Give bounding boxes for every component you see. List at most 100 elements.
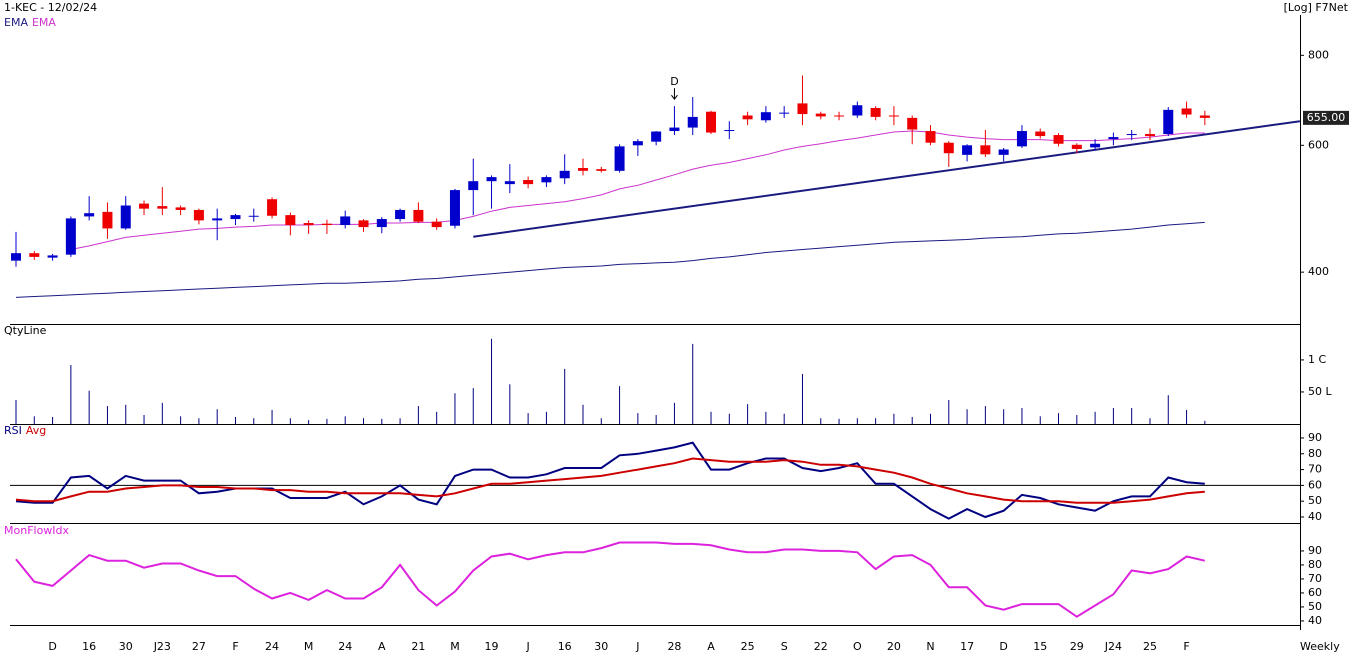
x-tick-label: D [999,640,1007,653]
x-tick-label: 25 [741,640,755,653]
x-tick-label: M [304,640,314,653]
candle-body [907,117,918,130]
candle-body [998,149,1009,155]
x-tick-label: A [378,640,386,653]
candle-body [248,215,259,217]
candle-body [1181,108,1192,115]
candle-body [815,113,826,117]
candle-body [504,181,515,185]
line-series [15,541,1206,618]
candle-body [742,115,753,120]
x-tick-label: 24 [338,640,352,653]
line-series [70,130,1205,250]
candle-body [212,218,223,221]
candle-body [65,218,76,255]
x-tick-label: 20 [887,640,901,653]
candle-body [980,145,991,155]
candle-body [797,103,808,115]
x-tick-label: S [781,640,788,653]
legend-entry: MonFlowIdx [4,524,70,537]
x-tick-label: 17 [960,640,974,653]
candle-body [321,223,332,226]
candle-body [340,216,351,226]
x-tick-label: F [1183,640,1189,653]
candle-body [303,223,314,226]
candle-body [614,146,625,171]
candle-body [1199,115,1210,118]
panel-title: QtyLine [4,324,47,337]
x-tick-label: N [926,640,934,653]
candle-body [486,177,497,182]
candle-body [943,142,954,154]
candle-body [413,209,424,222]
x-tick-label: 30 [594,640,608,653]
candle-body [1144,134,1155,137]
x-tick-label: 16 [558,640,572,653]
x-tick-label: 29 [1070,640,1084,653]
frame [10,15,1301,630]
last-price-box [1303,110,1349,125]
candle-body [1090,143,1101,148]
y-tick-label: 50 [1308,494,1322,507]
candle-body [1126,134,1137,136]
trendline [473,120,1301,238]
candle-body [706,111,717,133]
x-axis-label: Weekly [1300,640,1340,653]
y-tick-label: 800 [1308,48,1329,61]
candle-body [1016,131,1027,147]
legend-entry: RSI [4,424,22,437]
candle-body [724,130,735,132]
candle-body [285,215,296,226]
x-tick-label: 15 [1033,640,1047,653]
y-tick-label: 600 [1308,138,1329,151]
candle-body [120,205,131,229]
x-tick-label: F [232,640,238,653]
candle-body [267,199,278,216]
annotation-arrow [671,88,678,100]
y-tick-label: 50 L [1308,385,1332,398]
line-series [15,221,1205,298]
panel-title: RSI Avg [4,424,46,437]
candle-body [779,112,790,114]
y-tick-label: 60 [1308,478,1322,491]
candle-body [139,203,150,209]
candle-body [888,115,899,117]
candle-body [1108,137,1119,140]
candle-body [230,215,241,220]
candle-body [632,141,643,146]
candle-body [523,180,534,185]
y-tick-label: 50 [1308,600,1322,613]
line-series [15,441,1205,520]
y-tick-label: 90 [1308,431,1322,444]
candle-body [760,112,771,121]
x-tick-label: 22 [814,640,828,653]
candle-body [1071,144,1082,149]
x-tick-label: 27 [192,640,206,653]
candle-body [84,213,95,217]
candle-body [651,131,662,142]
x-tick-label: 30 [119,640,133,653]
candle-body [376,219,387,228]
x-tick-label: J [635,640,639,653]
x-tick-label: J24 [1104,640,1122,653]
candle-body [596,169,607,171]
x-tick-label: 25 [1143,640,1157,653]
x-tick-label: 16 [82,640,96,653]
candle-body [358,220,369,228]
candle-body [852,105,863,116]
candle-body [468,181,479,191]
annotation: D [670,75,678,88]
x-tick-label: 28 [667,640,681,653]
panel-title: MonFlowIdx [4,524,70,537]
x-tick-label: M [450,640,460,653]
legend-entry: EMA [32,16,56,29]
candle-body [541,177,552,183]
candle-body [1163,109,1174,135]
x-tick-label: A [707,640,715,653]
legend: EMA EMA [4,16,56,29]
legend-entry: Avg [26,424,46,437]
y-tick-label: 90 [1308,544,1322,557]
x-tick-label: J [525,640,529,653]
